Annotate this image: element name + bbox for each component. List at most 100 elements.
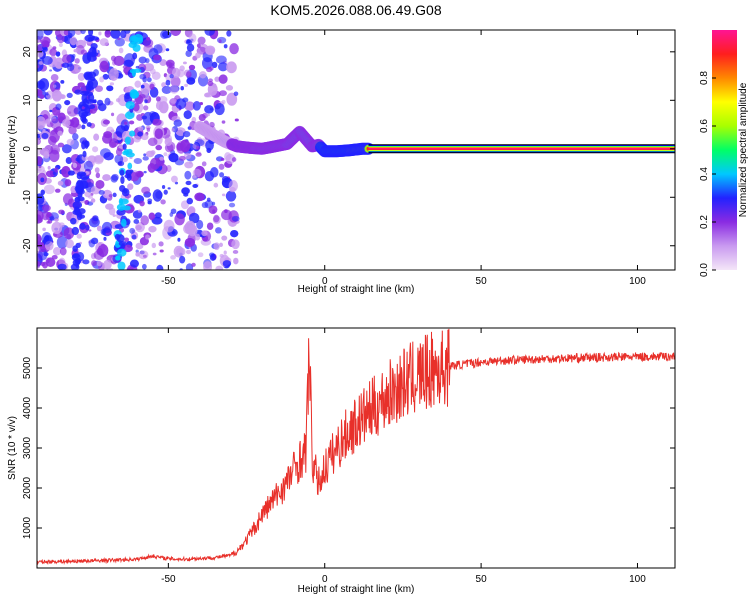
spectrogram-cell bbox=[226, 30, 232, 37]
spectrogram-cell bbox=[225, 85, 234, 91]
spectrogram-cell bbox=[57, 263, 67, 270]
spectrogram-cell bbox=[207, 80, 214, 87]
spectrogram-cell bbox=[72, 162, 78, 168]
spectrogram-cell bbox=[103, 259, 112, 270]
spectrogram-cell bbox=[219, 172, 225, 178]
spectrogram-cell bbox=[102, 119, 110, 125]
spectrogram-cell bbox=[145, 150, 155, 158]
spectrogram-cell bbox=[230, 229, 239, 238]
spectrogram-cell bbox=[110, 129, 115, 133]
spectrogram-cell bbox=[166, 61, 173, 69]
spectrogram-cell bbox=[125, 169, 132, 176]
colorbar-label: Normalized spectral amplitude bbox=[738, 82, 749, 217]
spectrogram-cell bbox=[147, 198, 153, 203]
spectrogram-cell bbox=[213, 242, 220, 251]
spectrogram-cell bbox=[137, 209, 142, 213]
spectrogram-cell bbox=[104, 97, 111, 106]
y-tick-label: -10 bbox=[22, 190, 33, 205]
spectrogram-cell bbox=[114, 224, 124, 230]
spectrogram-cell bbox=[91, 260, 97, 267]
spectrogram-cell bbox=[194, 192, 205, 202]
spectrogram-cell bbox=[165, 48, 170, 52]
spectrogram-cell bbox=[141, 186, 151, 195]
spectrogram-cell bbox=[169, 97, 177, 104]
spectrogram-cell bbox=[124, 121, 128, 125]
spectrogram-cell bbox=[186, 77, 196, 85]
spectrogram-cell bbox=[45, 92, 49, 96]
spectrogram-cell bbox=[131, 234, 137, 240]
snr-marks bbox=[37, 328, 675, 566]
spectrogram-cell bbox=[90, 36, 100, 41]
spectrogram-cell bbox=[184, 161, 194, 169]
spectrogram-cell bbox=[208, 252, 215, 258]
spectrogram-cell bbox=[155, 144, 163, 151]
spectrogram-cell bbox=[185, 180, 192, 186]
spectrogram-cell bbox=[225, 190, 237, 202]
spectrogram-cell bbox=[197, 36, 206, 45]
spectrogram-cell bbox=[216, 36, 227, 44]
spectrogram-cell bbox=[123, 125, 129, 132]
spectrogram-cell bbox=[159, 156, 165, 161]
spectrogram-cell bbox=[185, 249, 192, 255]
spectrogram-cell bbox=[233, 257, 239, 265]
spectrogram-cell bbox=[194, 233, 201, 241]
spectrogram-cell bbox=[185, 71, 192, 78]
spectrogram-cell bbox=[173, 119, 183, 127]
spectrogram-x-ticks: -50 0 50 100 bbox=[161, 30, 646, 287]
spectrogram-cell bbox=[141, 115, 148, 120]
spectrogram-cell bbox=[163, 152, 168, 157]
spectrogram-cell bbox=[48, 135, 57, 146]
spectrogram-cell bbox=[37, 168, 42, 172]
spectrogram-cell bbox=[108, 193, 113, 198]
spectrogram-cell bbox=[156, 264, 164, 270]
spectrogram-cell bbox=[65, 239, 74, 249]
spectrogram-cell bbox=[206, 113, 210, 117]
spectrogram-cell bbox=[205, 140, 214, 151]
spectrogram-cell bbox=[152, 252, 157, 256]
spectrogram-cell bbox=[75, 44, 85, 55]
spectrogram-cell bbox=[80, 30, 86, 35]
spectrogram-cell bbox=[69, 36, 78, 46]
colorbar-ticks: 0.0 0.2 0.4 0.6 0.8 bbox=[699, 71, 716, 277]
snr-y-ticks: 1000 2000 3000 4000 5000 bbox=[22, 356, 675, 539]
spectrogram-cell bbox=[192, 100, 201, 111]
spectrogram-cell bbox=[174, 213, 185, 226]
spectrogram-cell bbox=[221, 209, 232, 221]
spectrogram-cell bbox=[72, 201, 83, 209]
spectrogram-cell bbox=[110, 55, 117, 62]
spectrogram-cell bbox=[130, 90, 140, 99]
spectrogram-cell bbox=[92, 215, 99, 222]
spectrogram-cell bbox=[188, 64, 196, 71]
spectrogram-cell bbox=[170, 30, 182, 36]
spectrogram-cell bbox=[145, 234, 150, 240]
spectrogram-cell bbox=[162, 31, 172, 39]
spectrogram-cell bbox=[155, 96, 161, 102]
spectrogram-cell bbox=[76, 233, 82, 239]
spectrogram-cell bbox=[96, 99, 104, 106]
spectrogram-cell bbox=[168, 152, 179, 163]
colorbar-tick-label: 0.8 bbox=[699, 71, 710, 85]
spectrogram-cell bbox=[205, 47, 215, 56]
spectrogram-cell bbox=[105, 203, 114, 210]
spectrogram-cell bbox=[85, 224, 90, 231]
spectrogram-cell bbox=[37, 193, 45, 205]
spectrogram-cell bbox=[98, 190, 105, 195]
spectrogram-cell bbox=[142, 76, 147, 83]
spectrogram-cell bbox=[171, 175, 178, 183]
spectrogram-cell bbox=[206, 197, 211, 202]
spectrogram-cell bbox=[50, 144, 61, 155]
spectrogram-cell bbox=[199, 102, 204, 106]
spectrogram-cell bbox=[122, 205, 131, 211]
spectrogram-cell bbox=[87, 201, 94, 206]
spectrogram-cell bbox=[102, 174, 111, 182]
spectrogram-cell bbox=[66, 92, 73, 98]
spectrogram-cell bbox=[82, 98, 89, 108]
spectrogram-cell bbox=[135, 65, 140, 69]
spectrogram-cell bbox=[151, 118, 162, 126]
spectrogram-cell bbox=[205, 66, 213, 73]
spectrogram-cell bbox=[132, 52, 138, 60]
spectrogram-cell bbox=[52, 171, 56, 175]
spectrogram-cell bbox=[88, 195, 93, 199]
spectrogram-cell bbox=[221, 175, 229, 183]
spectrogram-cell bbox=[218, 90, 227, 97]
